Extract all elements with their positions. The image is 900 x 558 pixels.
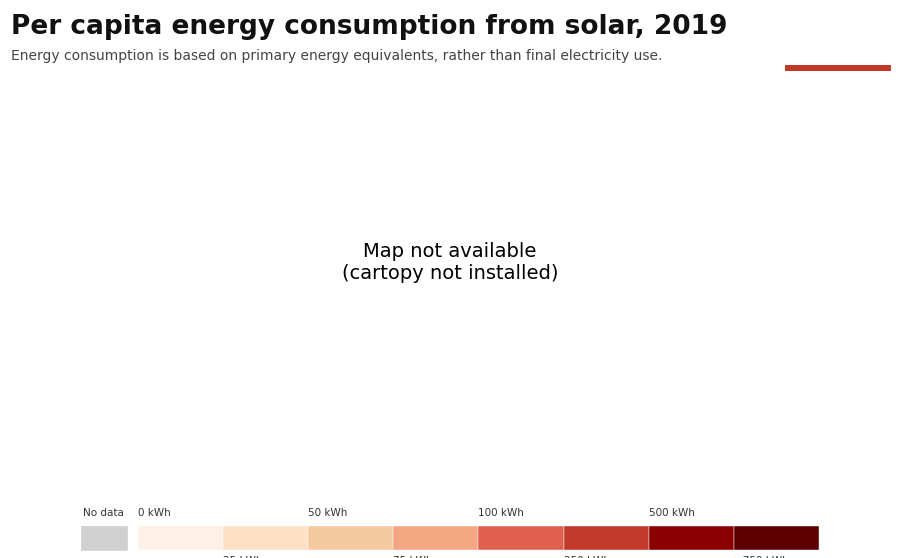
Text: Per capita energy consumption from solar, 2019: Per capita energy consumption from solar…	[11, 14, 727, 40]
Text: Our World: Our World	[808, 20, 868, 30]
Bar	[81, 526, 127, 550]
Bar	[649, 526, 734, 550]
Text: No data: No data	[84, 508, 124, 518]
Bar	[563, 526, 649, 550]
Text: 50 kWh: 50 kWh	[308, 508, 347, 518]
Text: 75 kWh: 75 kWh	[393, 556, 433, 558]
Bar	[138, 526, 223, 550]
Text: in Data: in Data	[816, 41, 860, 51]
Text: Energy consumption is based on primary energy equivalents, rather than final ele: Energy consumption is based on primary e…	[11, 49, 662, 63]
Bar	[479, 526, 563, 550]
Text: 100 kWh: 100 kWh	[479, 508, 525, 518]
Bar	[223, 526, 308, 550]
Bar	[785, 65, 891, 71]
Text: >750 kWh: >750 kWh	[734, 556, 788, 558]
Bar	[308, 526, 393, 550]
Bar	[393, 526, 479, 550]
Text: Map not available
(cartopy not installed): Map not available (cartopy not installed…	[342, 242, 558, 283]
Text: 250 kWh: 250 kWh	[563, 556, 609, 558]
Text: 0 kWh: 0 kWh	[138, 508, 171, 518]
Bar	[734, 526, 819, 550]
Text: 500 kWh: 500 kWh	[649, 508, 695, 518]
Text: 25 kWh: 25 kWh	[223, 556, 263, 558]
